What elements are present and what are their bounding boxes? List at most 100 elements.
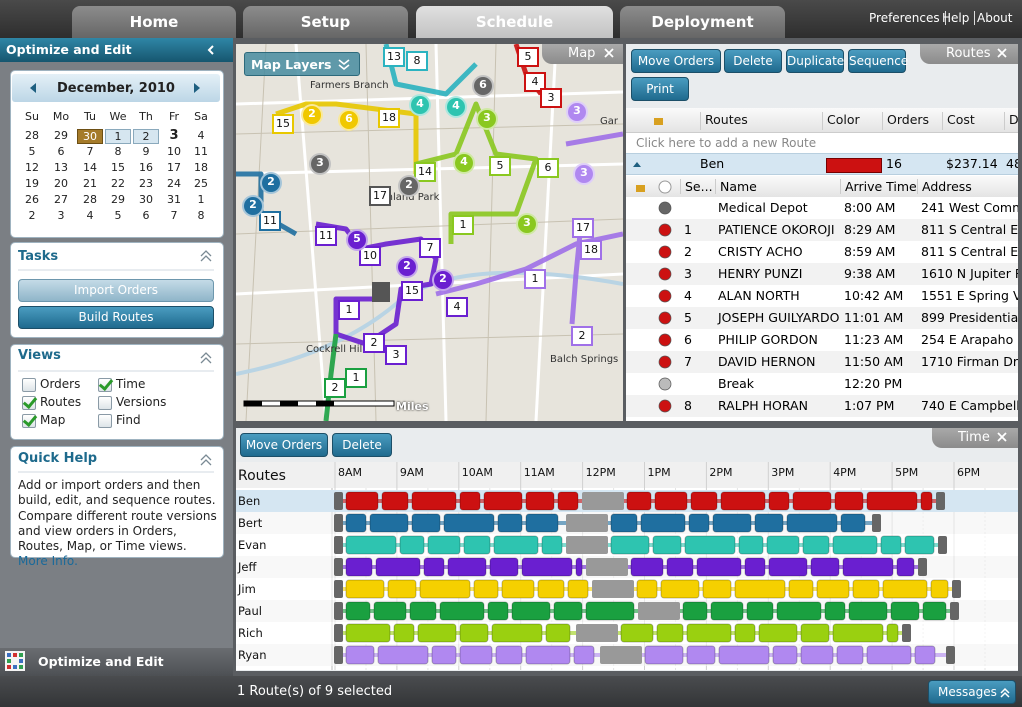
map-marker[interactable]: 3 [573,163,595,185]
map-marker[interactable]: 17 [572,218,594,238]
calendar-day[interactable]: 2 [133,129,159,144]
map-marker[interactable]: 18 [378,108,400,128]
calendar-day[interactable]: 1 [197,193,205,206]
calendar-day[interactable]: 6 [57,145,65,158]
map-marker[interactable]: 5 [517,47,539,67]
calendar-day[interactable]: 1 [105,129,131,144]
checkbox[interactable] [98,396,112,410]
map-marker[interactable]: 2 [398,175,420,197]
top-link[interactable]: About [977,11,1013,25]
calendar-arrows[interactable] [28,82,208,94]
calendar-day[interactable]: 16 [139,161,153,174]
map-marker[interactable]: 2 [432,269,454,291]
map-marker[interactable]: 15 [401,281,423,301]
calendar-day[interactable]: 11 [194,145,208,158]
map-marker[interactable]: 2 [363,333,385,353]
calendar-day[interactable]: 9 [142,145,150,158]
calendar-day[interactable]: 23 [139,177,153,190]
time-button[interactable]: Move Orders [240,433,328,457]
calendar-day[interactable]: 8 [197,209,205,222]
routes-button[interactable]: Duplicate [786,49,844,73]
calendar-day[interactable]: 4 [197,129,205,142]
map-marker[interactable]: 3 [476,108,498,130]
map-marker[interactable]: 4 [524,72,546,92]
map-marker[interactable]: 8 [406,51,428,71]
calendar-day[interactable]: 4 [86,209,94,222]
map-marker[interactable]: 11 [259,211,281,231]
checkbox[interactable] [22,393,38,410]
nav-tab[interactable]: Setup [243,6,408,38]
time-button[interactable]: Delete [332,433,392,457]
calendar-day[interactable]: 27 [54,193,68,206]
map-marker[interactable]: 18 [580,240,602,260]
nav-tab[interactable]: Schedule [416,6,613,38]
calendar-day[interactable]: 10 [167,145,181,158]
calendar-day[interactable]: 3 [57,209,65,222]
calendar-day[interactable]: 17 [167,161,181,174]
calendar-day[interactable]: 19 [25,177,39,190]
map-marker[interactable]: 11 [315,226,337,246]
calendar-day[interactable]: 5 [114,209,122,222]
calendar-day[interactable]: 28 [83,193,97,206]
calendar-day[interactable]: 25 [194,177,208,190]
map-marker[interactable]: 7 [419,238,441,258]
map-marker[interactable]: 17 [369,186,391,206]
routes-button[interactable]: Delete [724,49,782,73]
map-marker[interactable]: 3 [309,153,331,175]
map-marker[interactable]: 13 [383,47,405,67]
calendar-day[interactable]: 15 [111,161,125,174]
map-marker[interactable]: 6 [338,109,360,131]
map-marker[interactable]: 1 [338,300,360,320]
map-layers-button[interactable]: Map Layers [244,52,360,76]
map-marker[interactable]: 4 [453,152,475,174]
collapse-icon[interactable] [205,44,217,56]
calendar-day[interactable]: 2 [28,209,36,222]
calendar-day[interactable]: 24 [167,177,181,190]
map-marker[interactable]: 4 [409,94,431,116]
calendar-day[interactable]: 3 [169,128,179,143]
map-marker[interactable]: 3 [385,345,407,365]
calendar-day[interactable]: 7 [86,145,94,158]
calendar-day[interactable]: 13 [54,161,68,174]
calendar-day[interactable]: 30 [77,129,103,144]
messages-button[interactable]: Messages [928,680,1016,704]
map-marker[interactable]: 6 [537,158,559,178]
nav-tab[interactable]: Deployment [620,6,785,38]
routes-button[interactable]: Move Orders [631,49,721,73]
calendar-day[interactable]: 26 [25,193,39,206]
map-marker[interactable]: 4 [445,96,467,118]
map-marker[interactable]: 2 [301,104,323,126]
map-marker[interactable]: 6 [472,75,494,97]
calendar-day[interactable]: 31 [167,193,181,206]
map-marker[interactable]: 2 [242,195,264,217]
checkbox[interactable] [98,375,114,392]
routes-button[interactable]: Sequence [848,49,908,73]
map-marker[interactable]: 2 [571,326,593,346]
map-marker[interactable]: 2 [324,378,346,398]
build-routes-button[interactable]: Build Routes [18,306,214,329]
calendar-day[interactable]: 6 [142,209,150,222]
checkbox[interactable] [22,411,38,428]
map-marker[interactable]: 5 [489,156,511,176]
map-marker[interactable]: 2 [260,172,282,194]
calendar-day[interactable]: 7 [170,209,178,222]
calendar-day[interactable]: 29 [111,193,125,206]
routes-button[interactable]: Print [631,77,689,101]
calendar-day[interactable]: 14 [83,161,97,174]
calendar-day[interactable]: 22 [111,177,125,190]
calendar-day[interactable]: 30 [139,193,153,206]
calendar-day[interactable]: 29 [54,129,68,142]
map-marker[interactable]: 1 [452,215,474,235]
map-marker[interactable]: 3 [540,88,562,108]
more-info-link[interactable]: More Info. [18,554,78,569]
map-marker[interactable]: 4 [446,297,468,317]
calendar-day[interactable]: 21 [83,177,97,190]
top-link[interactable]: Help [942,11,976,25]
map-marker[interactable]: 5 [346,229,368,251]
add-route-row[interactable]: Click here to add a new Route [636,136,817,150]
calendar-day[interactable]: 20 [54,177,68,190]
map-marker[interactable]: 1 [345,368,367,388]
calendar-day[interactable]: 8 [114,145,122,158]
nav-tab[interactable]: Home [72,6,236,38]
map-marker[interactable]: 3 [566,101,588,123]
